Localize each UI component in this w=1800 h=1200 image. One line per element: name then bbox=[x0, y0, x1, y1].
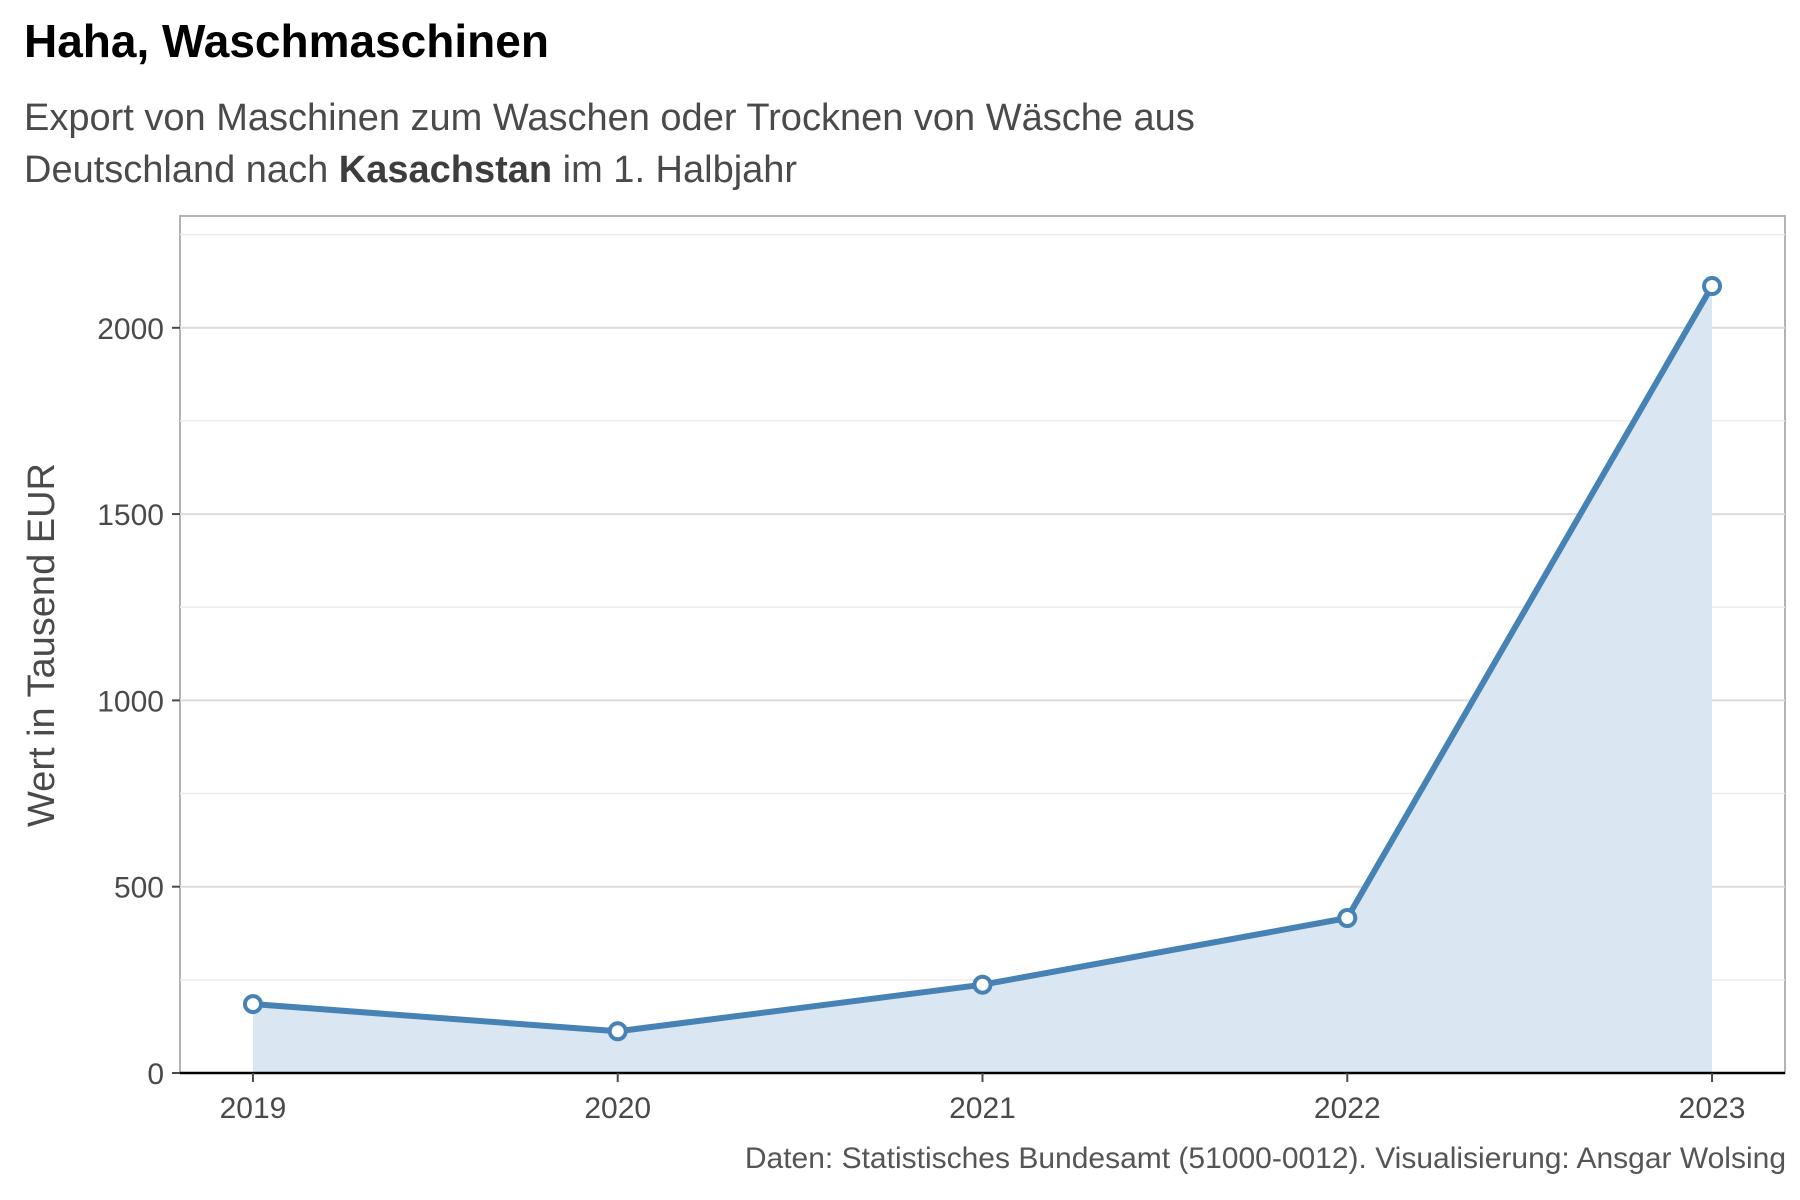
subtitle-line-2-end: im 1. Halbjahr bbox=[552, 149, 798, 191]
subtitle-line-1: Export von Maschinen zum Waschen oder Tr… bbox=[24, 97, 1195, 139]
x-axis-ticks: 2019 2020 2021 2022 2023 bbox=[220, 1073, 1746, 1125]
x-tick-label: 2023 bbox=[1679, 1092, 1746, 1125]
y-axis-label: Wert in Tausend EUR bbox=[21, 463, 63, 827]
area-fill bbox=[252, 286, 1713, 1074]
data-point bbox=[1337, 907, 1358, 928]
y-tick-label: 1000 bbox=[97, 685, 164, 718]
x-tick-label: 2019 bbox=[220, 1092, 287, 1125]
source-caption: Daten: Statistisches Bundesamt (51000-00… bbox=[744, 1142, 1786, 1175]
y-axis-ticks: 0 500 1000 1500 2000 bbox=[97, 313, 180, 1091]
x-tick-label: 2022 bbox=[1314, 1092, 1381, 1125]
x-tick-label: 2021 bbox=[949, 1092, 1016, 1125]
subtitle-line-2-start: Deutschland nach bbox=[24, 149, 339, 191]
y-tick-label: 1500 bbox=[97, 499, 164, 532]
y-tick-label: 0 bbox=[147, 1058, 164, 1091]
chart-title: Haha, Waschmaschinen bbox=[24, 15, 549, 67]
data-point bbox=[972, 974, 993, 995]
y-tick-label: 2000 bbox=[97, 313, 164, 346]
data-point bbox=[242, 994, 263, 1015]
subtitle-country: Kasachstan bbox=[338, 149, 553, 191]
data-point bbox=[1702, 276, 1723, 297]
x-tick-label: 2020 bbox=[584, 1092, 651, 1125]
data-point bbox=[607, 1021, 628, 1042]
chart-subtitle: Export von Maschinen zum Waschen oder Tr… bbox=[24, 92, 1195, 196]
data-points bbox=[242, 276, 1723, 1042]
y-tick-label: 500 bbox=[114, 872, 164, 905]
